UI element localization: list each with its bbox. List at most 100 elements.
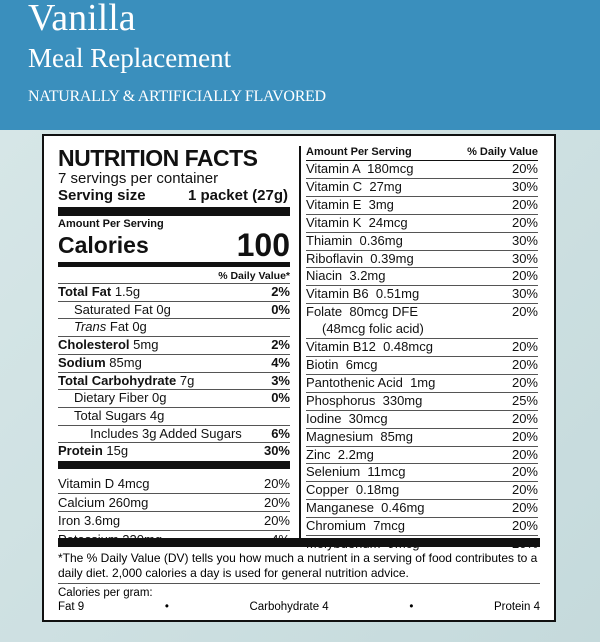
vitamin-row: Vitamin K 24mcg 20% <box>306 213 538 232</box>
nutrient-name: Protein <box>58 443 103 459</box>
bullet: • <box>164 601 169 613</box>
vitamin-dv: 30% <box>511 250 538 266</box>
nutrient-label: Total Carbohydrate 7g <box>58 373 194 390</box>
vitamin-label: Vitamin B12 0.48mcg <box>306 339 433 356</box>
mineral-dv: 20% <box>263 476 290 492</box>
vitamin-label: Copper 0.18mg <box>306 482 399 499</box>
right-column: Amount Per Serving % Daily Value Vitamin… <box>306 144 538 553</box>
right-header: Amount Per Serving % Daily Value <box>306 144 538 161</box>
nutrient-name: Cholesterol <box>58 337 130 353</box>
nutrient-label: Trans Fat 0g <box>58 319 147 336</box>
thick-divider <box>58 461 290 470</box>
nutrient-name: Saturated Fat <box>74 301 153 317</box>
vitamin-dv: 20% <box>511 161 538 176</box>
vitamin-row: Zinc 2.2mg 20% <box>306 445 538 464</box>
left-column: NUTRITION FACTS 7 servings per container… <box>58 146 290 548</box>
vitamin-label: Magnesium 85mg <box>306 429 413 446</box>
label-title: NUTRITION FACTS <box>58 145 258 171</box>
nutrient-name: Total Carbohydrate <box>58 372 177 388</box>
vitamin-label: Niacin 3.2mg <box>306 268 385 285</box>
vitamin-name: Chromium 7mcg <box>306 518 405 534</box>
product-flavor: Vanilla <box>28 0 136 39</box>
vitamin-name: Manganese 0.46mg <box>306 500 425 516</box>
vitamin-label: Vitamin B6 0.51mg <box>306 286 419 303</box>
calories-value: 100 <box>236 227 290 263</box>
mineral-row: Vitamin D 4mcg 20% <box>58 475 290 493</box>
vitamin-label: Pantothenic Acid 1mg <box>306 375 435 392</box>
vitamin-dv: 25% <box>511 392 538 408</box>
vitamin-label: Folate 80mcg DFE (48mcg folic acid) <box>306 304 424 338</box>
vitamin-label: Manganese 0.46mg <box>306 500 425 517</box>
vitamin-row: Pantothenic Acid 1mg 20% <box>306 373 538 392</box>
vitamin-list: Vitamin A 180mcg 20% Vitamin C 27mg 30% Vita… <box>306 161 538 553</box>
medium-divider <box>58 262 290 267</box>
nutrient-label: Dietary Fiber 0g <box>58 390 167 407</box>
vitamin-name: Iodine 30mcg <box>306 410 388 426</box>
vitamin-label: Vitamin A 180mcg <box>306 161 413 178</box>
vitamin-dv: 20% <box>511 196 538 212</box>
vitamin-name: Copper 0.18mg <box>306 482 400 498</box>
vitamin-row: Vitamin B6 0.51mg 30% <box>306 285 538 303</box>
right-header-dv: % Daily Value <box>467 146 538 158</box>
nutrient-row: Total Fat 1.5g 2% <box>58 283 290 301</box>
nutrient-row: Total Sugars 4g <box>58 406 290 425</box>
nutrient-amount: 0g <box>132 319 147 335</box>
mineral-label: Calcium 260mg <box>58 494 149 510</box>
vitamin-name: Biotin 6mcg <box>306 356 378 372</box>
nutrient-row: Trans Fat 0g <box>58 318 290 336</box>
nutrient-label: Total Fat 1.5g <box>58 284 140 301</box>
vitamin-dv: 30% <box>511 178 538 194</box>
vitamin-name: Niacin 3.2mg <box>306 268 386 284</box>
nutrient-amount: 0g <box>156 301 171 317</box>
mineral-row: Iron 3.6mg 20% <box>58 511 290 530</box>
vitamin-dv: 20% <box>511 518 538 534</box>
vitamin-dv: 30% <box>511 232 538 248</box>
mineral-dv: 20% <box>263 513 290 529</box>
vitamin-label: Biotin 6mcg <box>306 357 378 374</box>
nutrient-row: Includes 3g Added Sugars 6% <box>58 424 290 443</box>
vitamin-row: Biotin 6mcg 20% <box>306 355 538 374</box>
amount-per-serving: Amount Per Serving <box>58 218 164 230</box>
calories-per-gram: Calories per gram: <box>58 587 153 599</box>
nutrient-amount: 0g <box>152 390 167 406</box>
vitamin-dv: 20% <box>511 304 538 320</box>
vitamin-label: Riboflavin 0.39mg <box>306 251 414 268</box>
vitamin-dv: 20% <box>511 500 538 516</box>
cpg-carb: Carbohydrate 4 <box>249 601 329 613</box>
vitamin-dv: 20% <box>511 268 538 284</box>
product-header: Vanilla Meal Replacement NATURALLY & ART… <box>0 0 600 130</box>
nutrient-dv: 2% <box>271 337 290 353</box>
vitamin-row: Selenium 11mcg 20% <box>306 463 538 481</box>
vitamin-label: Iodine 30mcg <box>306 411 388 428</box>
vitamin-label: Phosphorus 330mg <box>306 393 422 410</box>
nutrient-label: Includes 3g Added Sugars <box>58 426 242 443</box>
vitamin-name: Vitamin C 27mg <box>306 178 402 194</box>
vitamin-row: Vitamin E 3mg 20% <box>306 195 538 214</box>
vitamin-name: Selenium 11mcg <box>306 464 406 480</box>
vitamin-name: Folate 80mcg DFE <box>306 304 418 320</box>
nutrient-amount: 85mg <box>109 354 142 370</box>
nutrient-dv: 0% <box>271 390 290 406</box>
vitamin-label: Vitamin C 27mg <box>306 179 402 196</box>
nutrient-row: Total Carbohydrate 7g 3% <box>58 371 290 390</box>
vitamin-label: Vitamin K 24mcg <box>306 215 408 232</box>
nutrient-name-suffix: Fat <box>109 319 129 335</box>
mineral-label: Vitamin D 4mcg <box>58 476 150 492</box>
nutrient-amount: 15g <box>106 443 129 459</box>
vitamin-row: Manganese 0.46mg 20% <box>306 499 538 517</box>
nutrient-row: Protein 15g 30% <box>58 442 290 460</box>
serving-size-value: 1 packet (27g) <box>187 187 288 204</box>
mineral-label: Iron 3.6mg <box>58 513 121 529</box>
vitamin-row: Magnesium 85mg 20% <box>306 427 538 446</box>
vitamin-name: Vitamin K 24mcg <box>306 214 408 230</box>
footnote: *The % Daily Value (DV) tells you how mu… <box>58 551 540 584</box>
thick-divider <box>58 538 540 547</box>
vitamin-dv: 20% <box>511 482 538 498</box>
nutrient-dv: 2% <box>271 284 290 299</box>
vitamin-dv: 20% <box>511 464 538 480</box>
vitamin-dv: 20% <box>511 410 538 426</box>
vitamin-name: Phosphorus 330mg <box>306 392 423 408</box>
vitamin-dv: 30% <box>511 286 538 302</box>
vitamin-row: Vitamin A 180mcg 20% <box>306 161 538 178</box>
vitamin-name: Vitamin E 3mg <box>306 196 394 212</box>
